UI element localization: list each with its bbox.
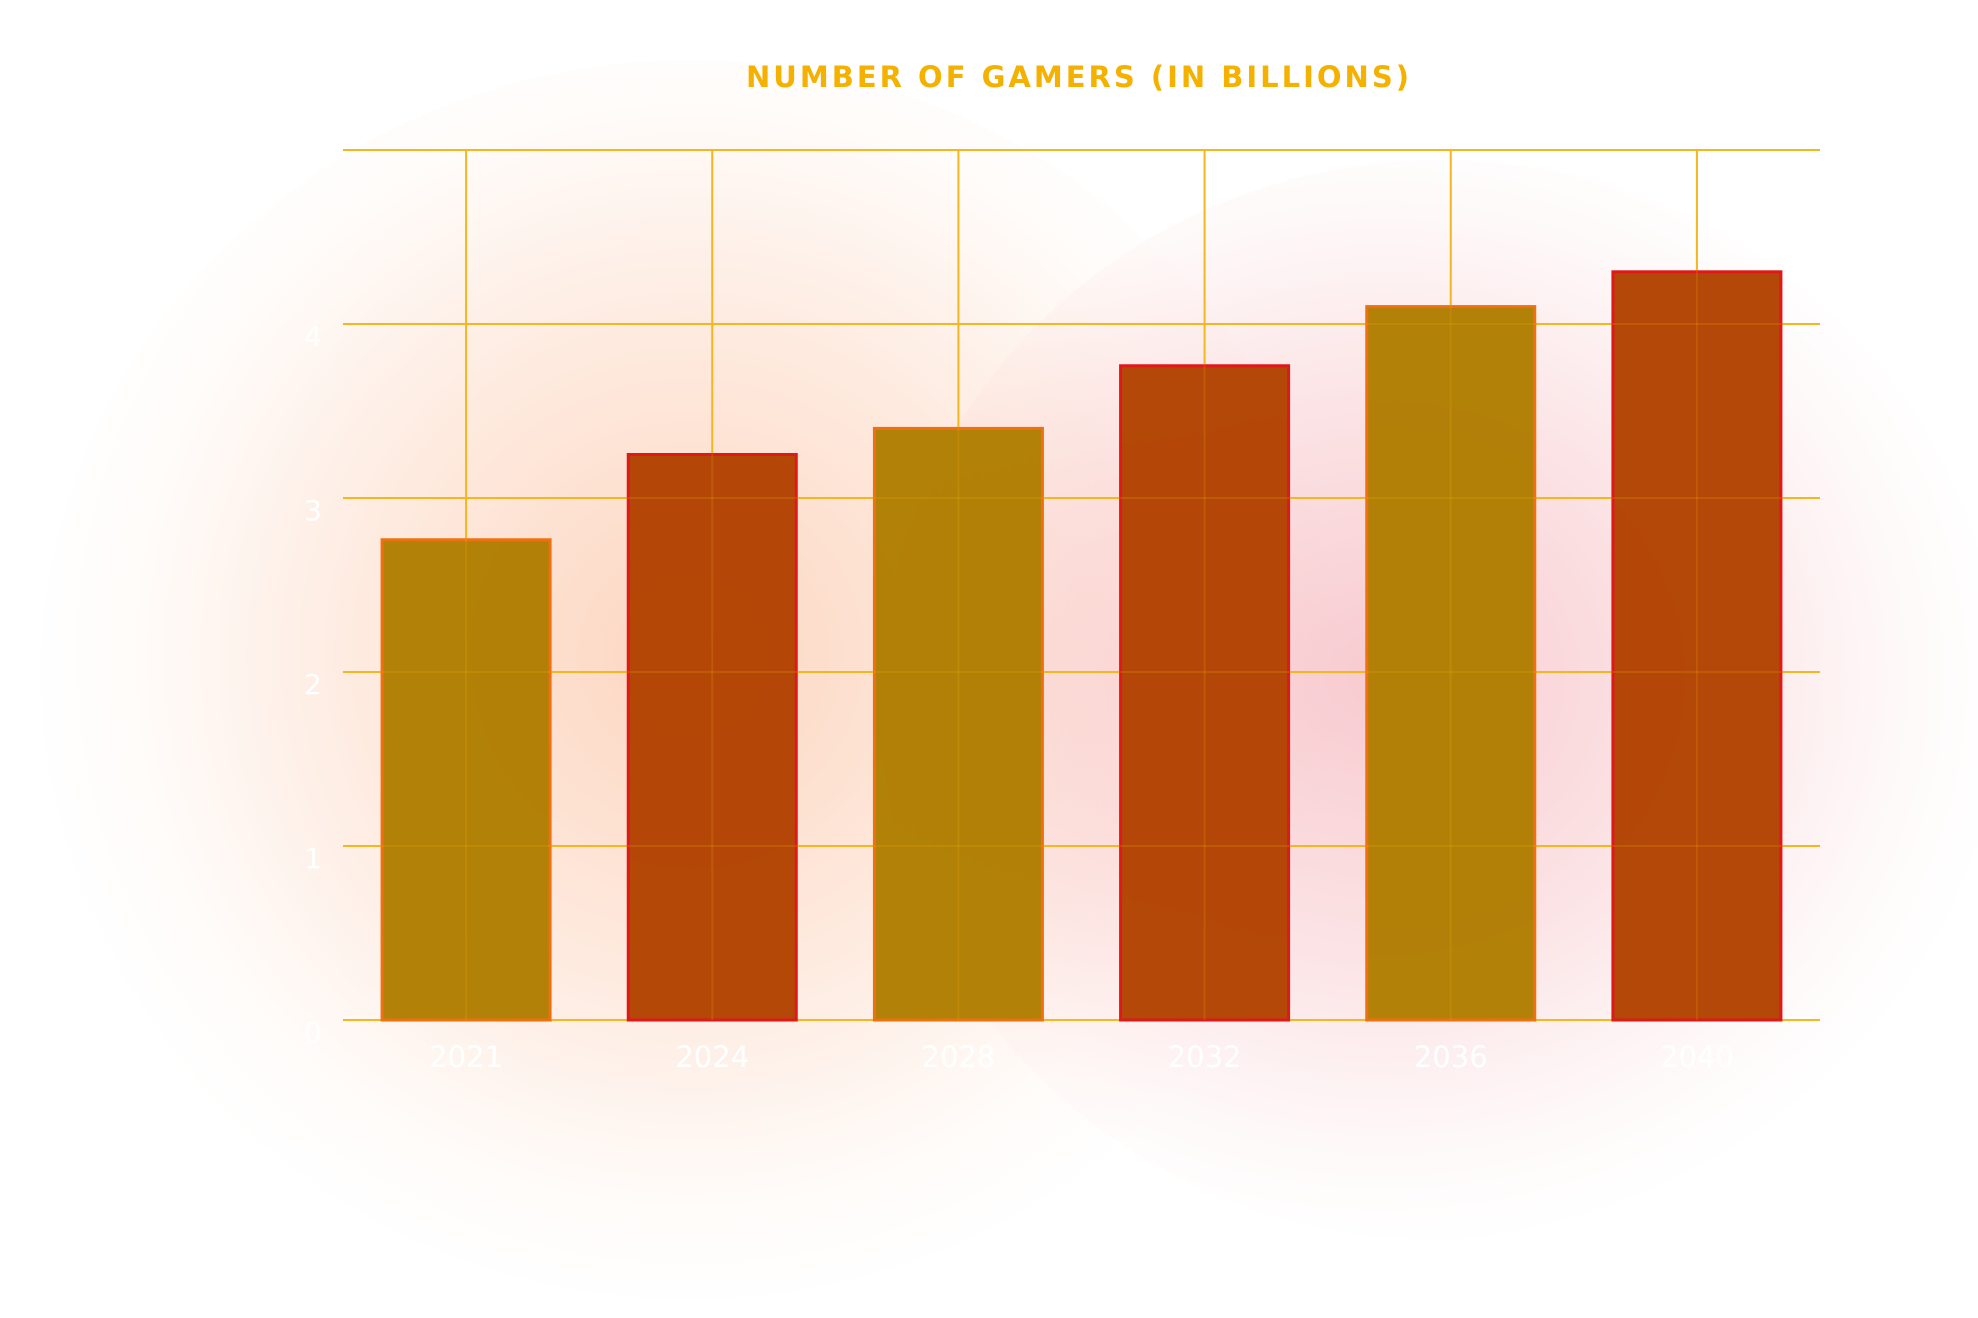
x-tick-label-2024: 2024 <box>675 1040 749 1074</box>
y-tick-label-1: 1 <box>304 842 322 875</box>
y-tick-label-3: 3 <box>304 494 322 527</box>
x-tick-label-2040: 2040 <box>1660 1040 1734 1074</box>
chart-title: NUMBER OF GAMERS (IN BILLIONS) <box>746 60 1412 94</box>
grid-layer <box>343 149 1820 1021</box>
bar-2040 <box>1611 270 1783 1022</box>
bar-2021 <box>380 538 552 1022</box>
y-tick-label-0: 0 <box>304 1016 322 1049</box>
bar-2024 <box>626 453 798 1022</box>
x-tick-label-2021: 2021 <box>429 1040 503 1074</box>
label-layer: 0 1 2 3 4 2021 2024 2028 2032 2036 2040 <box>304 320 1734 1074</box>
bar-2028 <box>872 426 1044 1022</box>
bar-layer <box>343 149 1820 1022</box>
x-tick-label-2036: 2036 <box>1414 1040 1488 1074</box>
bar-2032 <box>1119 364 1291 1022</box>
bar-2036 <box>1365 305 1537 1022</box>
y-tick-label-2: 2 <box>304 668 322 701</box>
x-tick-label-2028: 2028 <box>922 1040 996 1074</box>
y-tick-label-4: 4 <box>304 320 322 353</box>
x-tick-label-2032: 2032 <box>1168 1040 1242 1074</box>
